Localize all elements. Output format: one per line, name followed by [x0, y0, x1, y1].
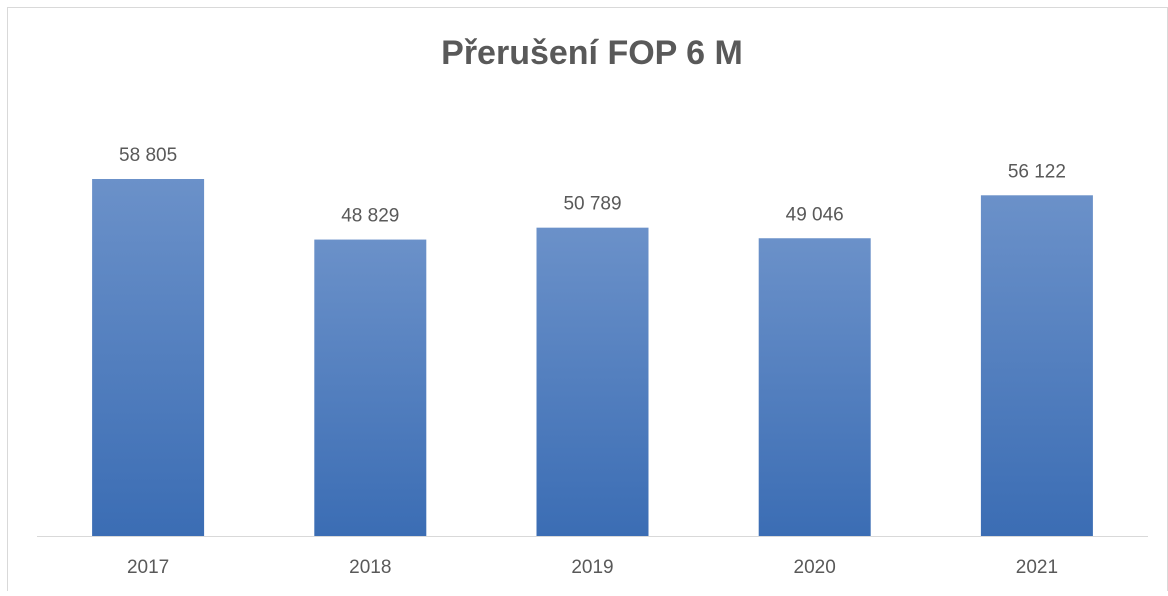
data-label: 49 046: [786, 204, 844, 225]
data-label: 48 829: [341, 206, 399, 227]
bar: [92, 179, 205, 536]
bar: [758, 238, 871, 536]
x-tick-label: 2019: [571, 557, 613, 578]
data-label: 58 805: [119, 145, 177, 166]
x-tick-label: 2017: [127, 557, 169, 578]
data-label: 50 789: [563, 194, 621, 215]
chart-title: Přerušení FOP 6 M: [441, 34, 743, 72]
bar: [314, 239, 427, 536]
bar: [980, 195, 1093, 536]
bar: [536, 227, 649, 536]
x-tick-label: 2018: [349, 557, 391, 578]
data-label: 56 122: [1008, 161, 1066, 182]
x-tick-label: 2021: [1016, 557, 1058, 578]
x-tick-label: 2020: [794, 557, 836, 578]
